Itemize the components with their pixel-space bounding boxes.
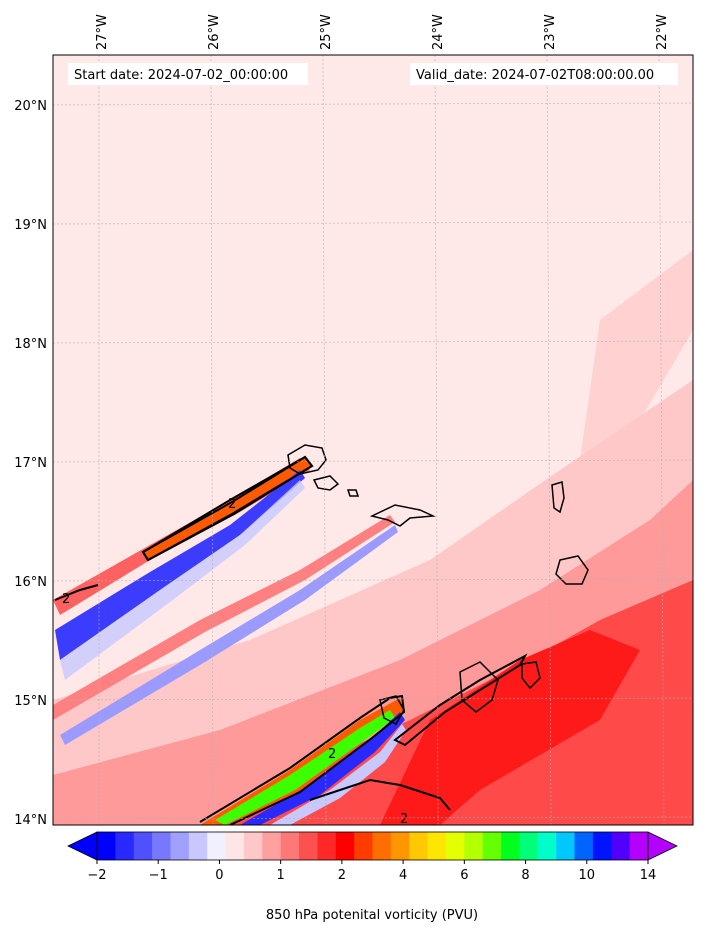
- colorbar-cell: [519, 832, 539, 860]
- colorbar-cell: [262, 832, 282, 860]
- lower-wake-green: [215, 710, 395, 825]
- pv-contour-lines: [54, 455, 528, 825]
- lon-label: 26°W: [207, 14, 222, 50]
- pv-field: 2 2 2 2: [53, 55, 693, 827]
- island-sao-vicente: [312, 475, 340, 491]
- valid-date-box: [410, 63, 678, 85]
- lat-label: 14°N: [14, 813, 47, 828]
- colorbar-cell: [464, 832, 484, 860]
- colorbar-cells: [97, 832, 649, 860]
- colorbar-tick-label: 2: [338, 868, 346, 883]
- colorbar-cell: [409, 832, 429, 860]
- colorbar-cell: [188, 832, 208, 860]
- island-sal: [551, 481, 565, 514]
- upper-wake-lightblue: [60, 480, 305, 680]
- colorbar-cell: [170, 832, 190, 860]
- lon-label: 25°W: [319, 14, 334, 50]
- valid-date-text: Valid_date: 2024-07-02T08:00:00.00: [416, 68, 654, 83]
- colorbar-cell: [372, 832, 392, 860]
- lat-label: 15°N: [14, 694, 47, 709]
- contour-label: 2: [400, 812, 408, 827]
- map-frame: [52, 54, 694, 826]
- colorbar-cell: [501, 832, 520, 860]
- colorbar-cell: [537, 832, 557, 860]
- colorbar-tick-label: 4: [399, 868, 407, 883]
- island-boa-vista: [555, 555, 589, 585]
- colorbar: −2 −1 0 1 2 4 6 8 10 14: [67, 831, 678, 883]
- colorbar-cell: [482, 832, 502, 860]
- lon-label: 27°W: [95, 14, 110, 50]
- contour-label: 2: [228, 497, 236, 512]
- longitude-labels: 27°W 26°W 25°W 24°W 23°W 22°W: [95, 14, 670, 50]
- mid-wake-blue: [60, 525, 398, 745]
- colorbar-cell: [317, 832, 337, 860]
- colorbar-label: 850 hPa potenital vorticity (PVU): [266, 908, 478, 923]
- island-santo-antao: [287, 444, 327, 475]
- colorbar-cell: [299, 832, 318, 860]
- colorbar-cell: [225, 832, 245, 860]
- lat-label: 20°N: [14, 99, 47, 114]
- mid-wake-red: [53, 515, 395, 720]
- colorbar-tick-label: 10: [579, 868, 596, 883]
- colorbar-tick-label: 6: [460, 868, 468, 883]
- colorbar-tick-label: −1: [149, 868, 168, 883]
- colorbar-cell: [280, 832, 300, 860]
- latitude-labels: 20°N 19°N 18°N 17°N 16°N 15°N 14°N: [14, 99, 47, 828]
- island-santiago: [459, 661, 499, 713]
- lower-wake-orange: [200, 698, 405, 825]
- colorbar-tick-label: 1: [277, 868, 285, 883]
- red-region-core: [380, 630, 640, 825]
- colorbar-frame: [96, 831, 649, 861]
- right-light-band: [580, 250, 693, 460]
- lon-label: 22°W: [655, 14, 670, 50]
- lat-label: 19°N: [14, 218, 47, 233]
- colorbar-tick-label: −2: [87, 868, 106, 883]
- colorbar-cell: [115, 832, 135, 860]
- colorbar-tick-label: 8: [521, 868, 529, 883]
- lon-label: 24°W: [431, 14, 446, 50]
- colorbar-cell: [97, 832, 116, 860]
- contour-label: 2: [62, 592, 70, 607]
- lat-label: 17°N: [14, 456, 47, 471]
- colorbar-tick-label: 14: [640, 868, 657, 883]
- upper-wake-blue: [55, 470, 305, 660]
- start-date-box: [68, 63, 308, 85]
- colorbar-max-arrow: [647, 831, 678, 861]
- colorbar-cell: [133, 832, 153, 860]
- island-sao-nicolau: [369, 504, 436, 527]
- colorbar-cell: [354, 832, 373, 860]
- coastlines: [287, 444, 589, 725]
- colorbar-cell: [629, 832, 649, 860]
- island-fogo: [379, 695, 405, 725]
- colorbar-cell: [556, 832, 576, 860]
- contour-label: 2: [328, 747, 336, 762]
- colorbar-cell: [611, 832, 631, 860]
- colorbar-cell: [243, 832, 263, 860]
- lower-wake-blue: [240, 712, 405, 825]
- colorbar-cell: [152, 832, 171, 860]
- colorbar-ticks: −2 −1 0 1 2 4 6 8 10 14: [87, 860, 656, 883]
- colorbar-cell: [207, 832, 227, 860]
- lat-label: 18°N: [14, 337, 47, 352]
- graticule: [53, 55, 693, 825]
- colorbar-tick-label: 0: [215, 868, 223, 883]
- colorbar-cell: [592, 832, 612, 860]
- colorbar-cell: [335, 832, 355, 860]
- lon-label: 23°W: [543, 14, 558, 50]
- island-santa-luzia: [346, 489, 360, 497]
- colorbar-cell: [574, 832, 594, 860]
- colorbar-cell: [427, 832, 447, 860]
- island-maio: [521, 661, 541, 690]
- colorbar-min-arrow: [67, 831, 98, 861]
- colorbar-cell: [390, 832, 410, 860]
- start-date-text: Start date: 2024-07-02_00:00:00: [74, 68, 288, 83]
- colorbar-cell: [445, 832, 465, 860]
- lat-label: 16°N: [14, 575, 47, 590]
